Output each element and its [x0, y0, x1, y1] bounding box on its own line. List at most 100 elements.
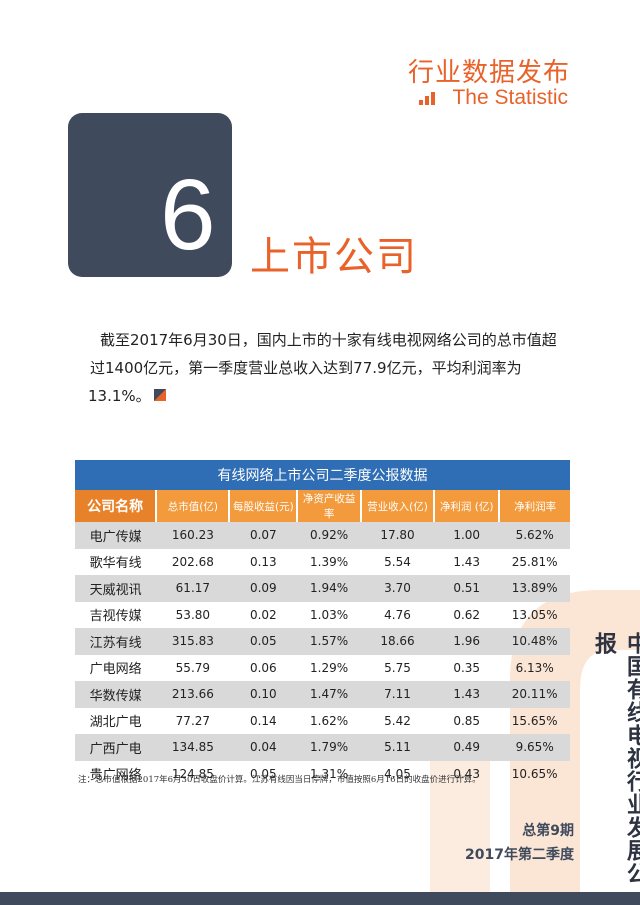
column-header: 净利润率	[498, 490, 570, 522]
table-cell: 5.75	[384, 660, 411, 675]
table-cell: 0.06	[249, 660, 277, 675]
table-cell: 15.65%	[511, 713, 558, 728]
table-cell: 18.66	[360, 628, 435, 655]
header-row: 公司名称 总市值(亿) 每股收益(元) 净资产收益率 营业收入(亿) 净利润 (亿) 净利润…	[75, 490, 570, 522]
side-title: 中国有线电视行业发展公报	[591, 632, 640, 885]
table-cell: 1.57%	[297, 628, 361, 655]
table-cell: 1.29%	[310, 660, 349, 675]
table-cell: 1.47%	[297, 681, 361, 708]
company-name: 天威视讯	[75, 575, 157, 602]
paragraph-text: 过1400亿元，第一季度营业总收入达到77.9亿元，平均利润率为13.1%。	[88, 359, 522, 405]
company-name: 广西广电	[75, 734, 157, 761]
table-cell: 4.76	[384, 607, 411, 622]
table-cell: 10.65%	[511, 766, 558, 781]
season: 2017年第二季度	[465, 847, 574, 863]
table-row: 贵广网络 124.85 0.05 1.31% 4.05 0.43 10.65%	[75, 761, 570, 788]
table-cell: 20.11%	[499, 681, 570, 708]
company-name: 江苏有线	[75, 628, 157, 655]
column-header: 公司名称	[75, 490, 157, 522]
section-number: 6	[160, 159, 216, 271]
header-title: 行业数据发布	[407, 58, 570, 88]
table-cell: 55.79	[175, 660, 211, 675]
end-mark	[153, 389, 166, 401]
issue: 总第9期	[522, 823, 574, 839]
table-cell: 13.89%	[499, 575, 570, 602]
table-cell: 134.85	[156, 734, 230, 761]
column-header: 净利润 (亿)	[433, 490, 500, 522]
table-cell: 53.80	[175, 607, 211, 622]
table-cell: 0.51	[434, 575, 500, 602]
table-cell: 213.66	[156, 681, 230, 708]
table-cell: 0.62	[453, 607, 481, 622]
table-cell: 0.92%	[297, 522, 361, 549]
table-cell: 77.27	[175, 713, 211, 728]
table-cell: 61.17	[156, 575, 230, 602]
table-cell: 1.62%	[310, 713, 349, 728]
company-name: 吉视传媒	[89, 609, 142, 625]
table-row: 吉视传媒 53.80 0.02 1.03% 4.76 0.62 13.05%	[75, 602, 570, 629]
section-title: 上市公司	[250, 234, 418, 280]
table-cell: 0.10	[229, 681, 298, 708]
table-cell: 0.49	[434, 734, 500, 761]
table-cell: 202.68	[171, 554, 214, 569]
table-row: 天威视讯 61.17 0.09 1.94% 3.70 0.51 13.89%	[75, 575, 570, 602]
table-title: 有线网络上市公司二季度公报数据	[75, 460, 570, 490]
table-cell: 1.43	[453, 554, 481, 569]
table-cell: 0.09	[229, 575, 298, 602]
paragraph-line: 截至2017年6月30日，国内上市的十家有线电视网络公司的总市值超	[100, 331, 557, 349]
table-cell: 10.48%	[499, 628, 570, 655]
table-cell: 5.42	[384, 713, 411, 728]
table-cell: 5.54	[384, 554, 411, 569]
table-cell: 6.13%	[515, 660, 554, 675]
table-cell: 0.85	[453, 713, 481, 728]
table-cell: 315.83	[156, 628, 230, 655]
table-cell: 0.04	[229, 734, 298, 761]
section-box	[68, 113, 232, 277]
company-name: 贵广网络	[89, 768, 142, 784]
table-cell: 0.13	[249, 554, 277, 569]
column-header: 总市值(亿)	[155, 490, 230, 522]
table-cell: 1.00	[434, 522, 500, 549]
table-cell: 0.02	[249, 607, 277, 622]
background-decoration	[430, 590, 640, 892]
table-cell: 13.05%	[511, 607, 558, 622]
header-subtitle: The Statistic	[452, 86, 568, 109]
table-body: 电广传媒 160.23 0.07 0.92% 17.80 1.00 5.62% 歌华有线 202…	[75, 522, 570, 787]
table-cell: 9.65%	[499, 734, 570, 761]
table-cell: 0.05	[249, 766, 277, 781]
table-cell: 160.23	[156, 522, 230, 549]
table-cell: 1.79%	[297, 734, 361, 761]
company-name: 电广传媒	[75, 522, 157, 549]
company-name: 广电网络	[89, 662, 142, 678]
bottom-bar	[0, 892, 640, 905]
paragraph-line: 过1400亿元，第一季度营业总收入达到77.9亿元，平均利润率为13.1%。	[88, 354, 578, 410]
chart-icon	[419, 92, 435, 105]
table-cell: 1.39%	[310, 554, 349, 569]
table-cell: 0.43	[453, 766, 481, 781]
table-row: 电广传媒 160.23 0.07 0.92% 17.80 1.00 5.62%	[75, 522, 570, 549]
table-row: 华数传媒 213.66 0.10 1.47% 7.11 1.43 20.11%	[75, 681, 570, 708]
data-table: 有线网络上市公司二季度公报数据 公司名称 总市值(亿) 每股收益(元) 净资产收益率营…	[75, 460, 570, 787]
table-cell: 7.11	[360, 681, 435, 708]
table-row: 歌华有线 202.68 0.13 1.39% 5.54 1.43 25.81%	[75, 549, 570, 576]
table-cell: 1.31%	[310, 766, 349, 781]
table-cell: 25.81%	[511, 554, 558, 569]
table-cell: 1.43	[434, 681, 500, 708]
column-header: 每股收益(元)	[228, 490, 298, 522]
table-row: 广电网络 55.79 0.06 1.29% 5.75 0.35 6.13%	[75, 655, 570, 682]
table-row: 广西广电 134.85 0.04 1.79% 5.11 0.49 9.65%	[75, 734, 570, 761]
table-cell: 4.05	[384, 766, 411, 781]
table-cell: 124.85	[171, 766, 214, 781]
table-cell: 0.05	[229, 628, 298, 655]
table-row: 湖北广电 77.27 0.14 1.62% 5.42 0.85 15.65%	[75, 708, 570, 735]
column-header: 净资产收益率	[296, 490, 361, 522]
company-name: 湖北广电	[89, 715, 142, 731]
table-cell: 0.35	[453, 660, 481, 675]
table-cell: 1.94%	[297, 575, 361, 602]
table-cell: 0.07	[229, 522, 298, 549]
note: 注：总市值根据2017年6月30日收盘价计算。江苏有线因当日停牌，市值按照6月1…	[78, 775, 481, 785]
table-cell: 1.03%	[310, 607, 349, 622]
table-cell: 3.70	[360, 575, 435, 602]
column-header: 营业收入(亿)	[359, 490, 435, 522]
